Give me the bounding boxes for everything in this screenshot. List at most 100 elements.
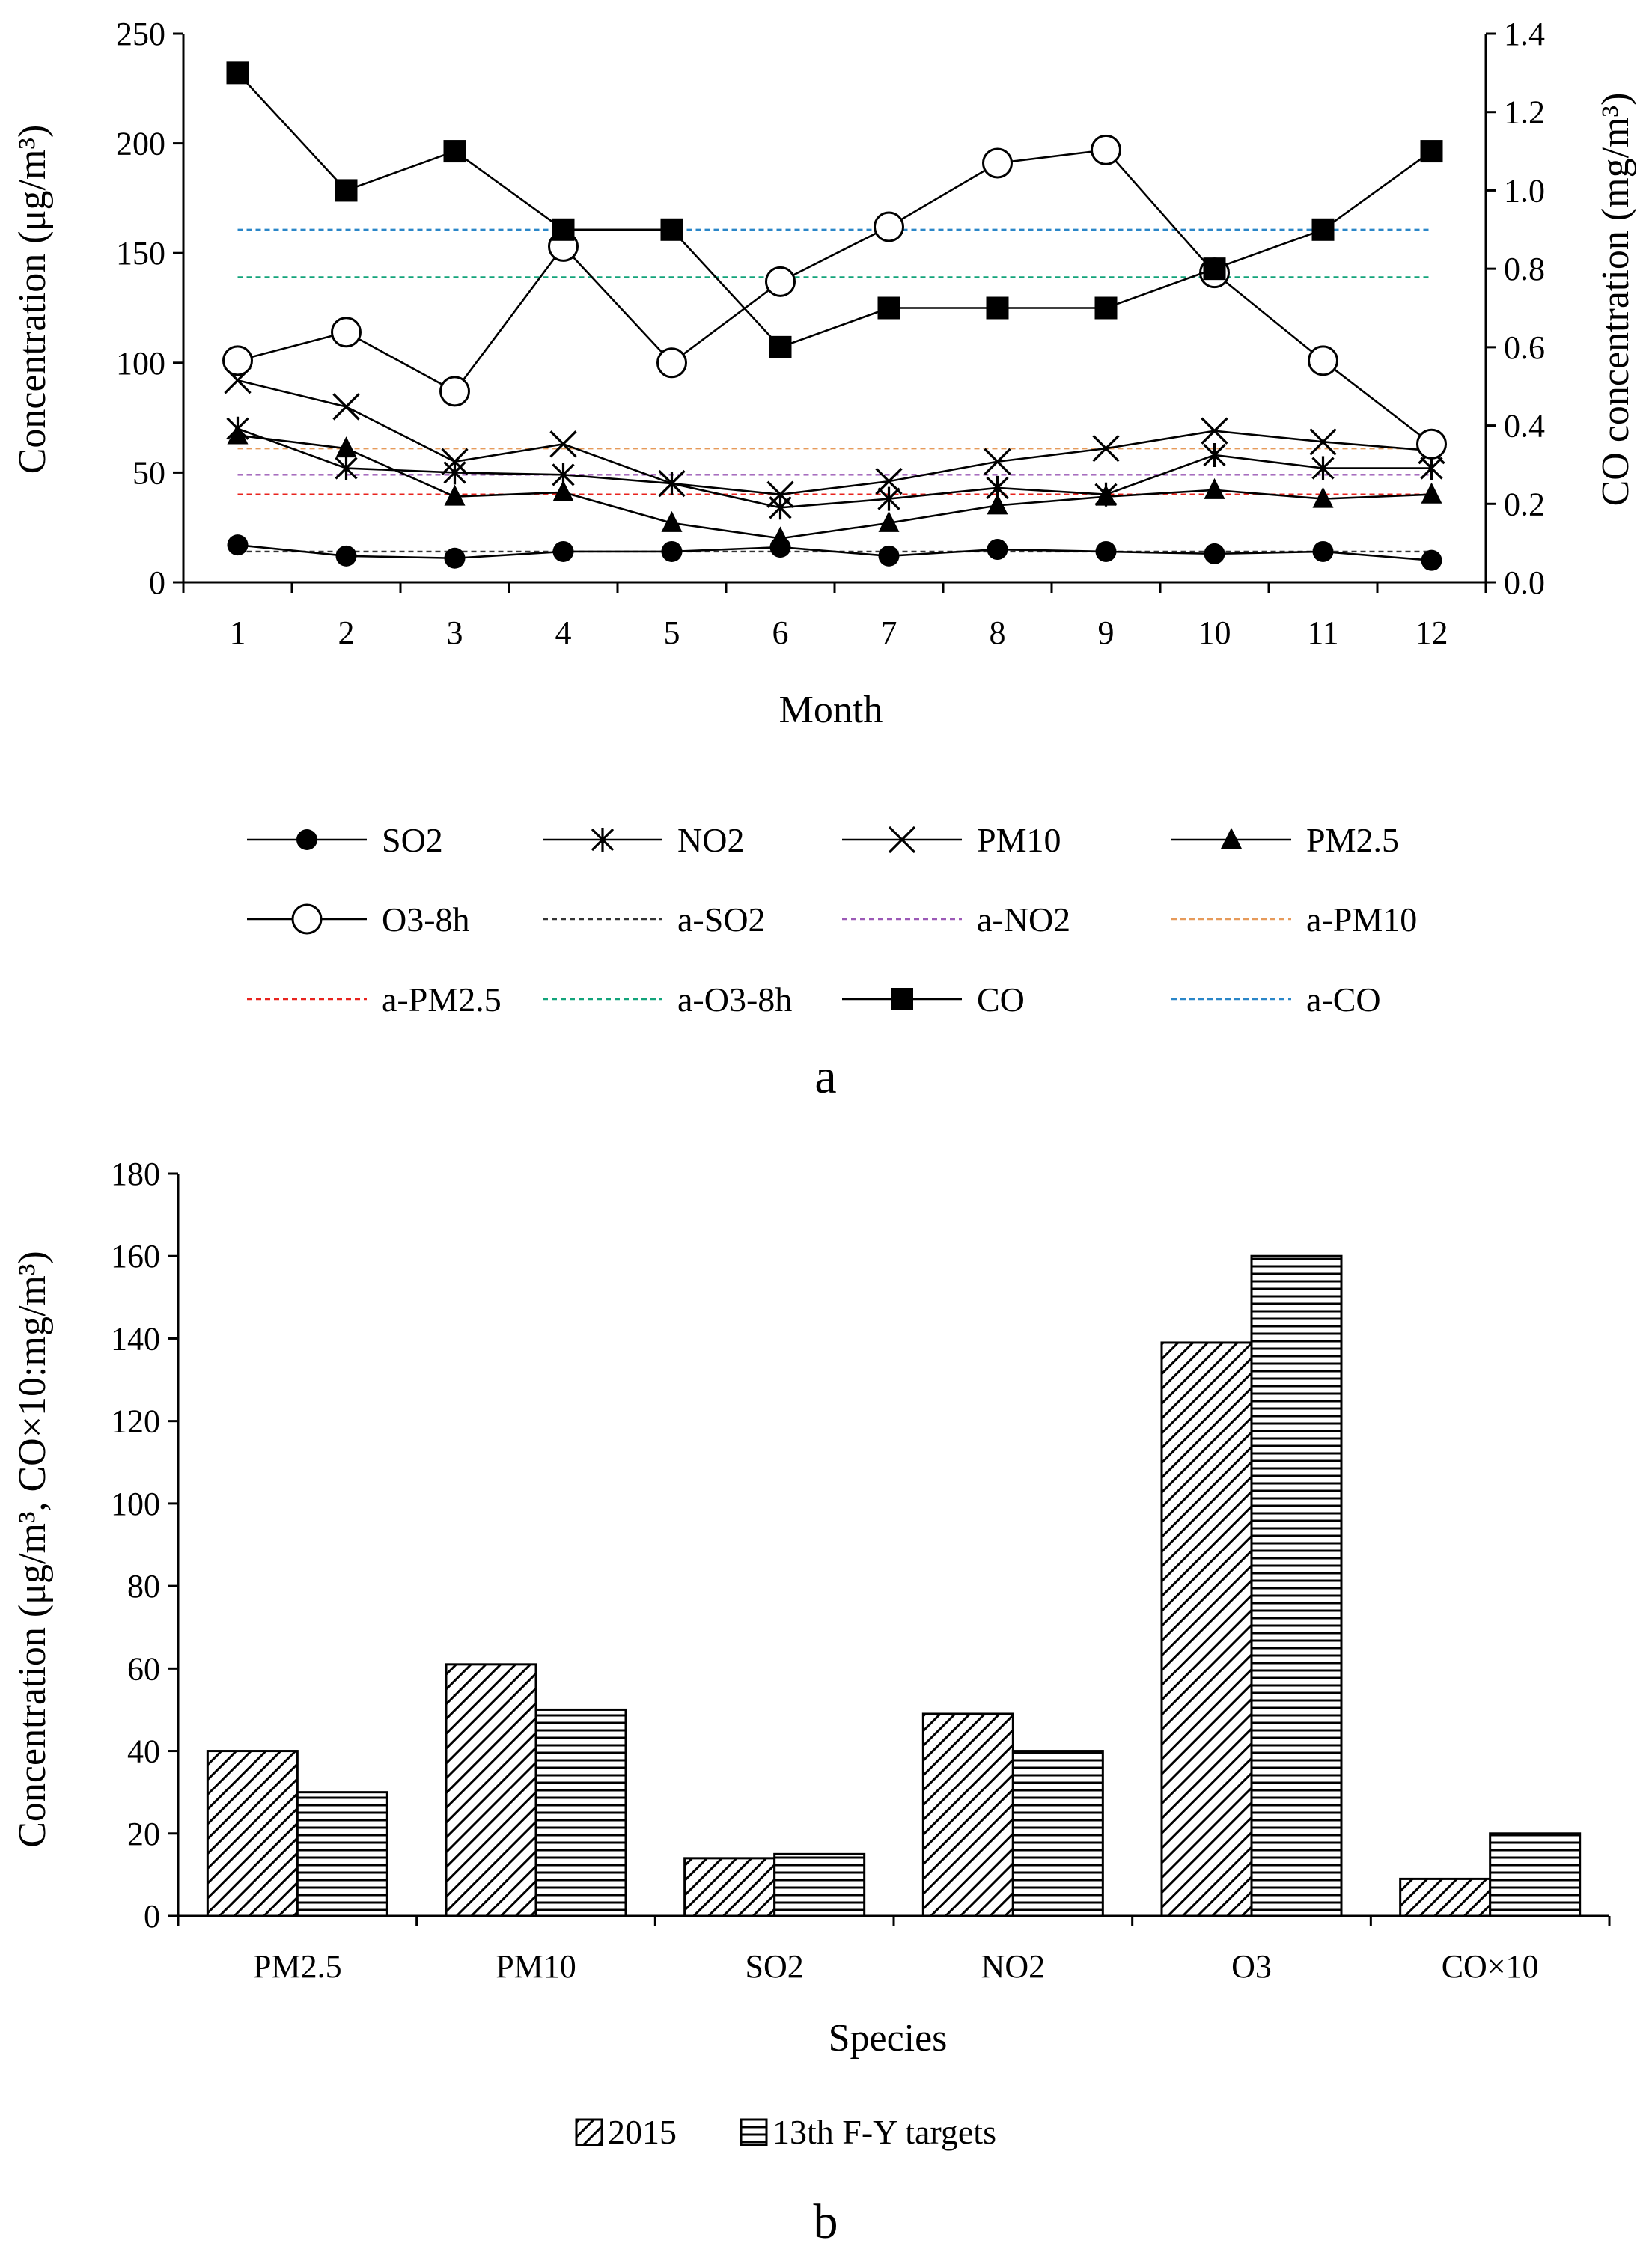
bar-13th-f-y-targets-pm2-5 bbox=[296, 1791, 388, 1917]
x-tick-label: SO2 bbox=[746, 1948, 804, 1985]
series-pm10 bbox=[224, 367, 1445, 508]
series-line-no2 bbox=[237, 427, 1432, 509]
point-pm2-5-6 bbox=[769, 526, 791, 548]
y-tick-label-left: 50 bbox=[132, 454, 165, 491]
point-pm10-8 bbox=[984, 448, 1011, 475]
panel-b-axes bbox=[168, 1172, 1611, 1926]
x-tick-label: 4 bbox=[555, 614, 572, 651]
bar-2015-o3 bbox=[1160, 1341, 1253, 1917]
x-tick-label: 9 bbox=[1098, 614, 1115, 651]
point-so2-8 bbox=[987, 539, 1008, 561]
legend-item-a-so2: a-SO2 bbox=[543, 900, 766, 939]
point-pm10-11 bbox=[1309, 428, 1337, 456]
point-pm2-5-8 bbox=[987, 493, 1008, 515]
x-tick-label: 7 bbox=[881, 614, 897, 651]
legend-item-13th-f-y-targets: 13th F-Y targets bbox=[740, 2113, 996, 2151]
y-tick-label: 100 bbox=[111, 1486, 160, 1522]
panel-b-x-tick-labels: PM2.5 PM10 SO2 NO2 O3 CO×10 bbox=[253, 1948, 1539, 1985]
legend-label-a-pm2-5: a-PM2.5 bbox=[382, 980, 502, 1019]
series-line-pm2-5 bbox=[237, 434, 1432, 540]
legend-item-a-o3-8h: a-O3-8h bbox=[543, 980, 792, 1019]
y-tick-label-right: 1.4 bbox=[1504, 16, 1545, 52]
point-so2-7 bbox=[878, 545, 900, 567]
y-tick-label-right: 0.6 bbox=[1504, 329, 1545, 366]
point-o3-8h-2 bbox=[331, 317, 362, 348]
point-pm2-5-1 bbox=[227, 423, 249, 445]
point-so2-4 bbox=[552, 540, 574, 562]
y-tick-label: 80 bbox=[127, 1568, 160, 1605]
point-pm2-5-10 bbox=[1204, 477, 1225, 499]
x-tick-label: O3 bbox=[1231, 1948, 1272, 1985]
point-so2-5 bbox=[661, 540, 683, 562]
x-tick-label: CO×10 bbox=[1442, 1948, 1539, 1985]
legend-swatch-2015 bbox=[575, 2118, 603, 2146]
y-tick-label: 20 bbox=[127, 1816, 160, 1852]
legend-label-a-no2: a-NO2 bbox=[977, 900, 1070, 939]
legend-marker-so2 bbox=[296, 829, 317, 850]
panel-a-legend: SO2 NO2 PM10 PM2.5 O3-8h a-SO2 a-NO2 a-PM10 a-PM… bbox=[247, 821, 1417, 1019]
panel-a-line-chart: 0 50 100 150 200 250 0.0 0.2 0.4 0.6 0.8 1.0 1.2 1.4… bbox=[11, 16, 1637, 1104]
legend-label-a-pm10: a-PM10 bbox=[1306, 900, 1417, 939]
legend-label-no2: NO2 bbox=[677, 821, 744, 859]
series-co bbox=[226, 61, 1443, 358]
panel-a-caption: a bbox=[814, 1049, 836, 1104]
legend-item-a-pm2-5: a-PM2.5 bbox=[247, 980, 502, 1019]
panel-a-y-axis-label-right: CO concentration (mg/m³) bbox=[1594, 93, 1637, 507]
bar-13th-f-y-targets-no2 bbox=[1011, 1750, 1104, 1917]
bar-2015-co-10 bbox=[1399, 1877, 1492, 1917]
legend-item-no2: NO2 bbox=[543, 821, 744, 859]
point-o3-8h-1 bbox=[222, 345, 253, 376]
point-pm10-5 bbox=[658, 469, 686, 498]
y-tick-label-left: 250 bbox=[116, 16, 165, 52]
panel-b-y-axis-label: Concentration (μg/m³, CO×10:mg/m³) bbox=[11, 1251, 54, 1848]
point-co-5 bbox=[660, 218, 683, 241]
panel-a-left-tick-labels: 0 50 100 150 200 250 bbox=[116, 16, 165, 601]
point-co-7 bbox=[877, 296, 900, 320]
bar-2015-no2 bbox=[921, 1712, 1014, 1917]
legend-marker-o3-8h bbox=[291, 903, 323, 935]
y-tick-label: 0 bbox=[144, 1898, 160, 1935]
legend-item-co: CO bbox=[842, 980, 1025, 1019]
point-pm10-7 bbox=[875, 467, 903, 495]
legend-label-13th-f-y-targets: 13th F-Y targets bbox=[772, 2113, 996, 2151]
x-tick-label: 11 bbox=[1307, 614, 1338, 651]
y-tick-label-right: 0.8 bbox=[1504, 251, 1545, 287]
point-so2-10 bbox=[1204, 543, 1225, 564]
point-pm2-5-12 bbox=[1421, 482, 1442, 504]
point-pm10-3 bbox=[441, 448, 469, 475]
series-pm2-5 bbox=[227, 423, 1442, 548]
y-tick-label: 60 bbox=[127, 1650, 160, 1687]
point-no2-2 bbox=[335, 456, 358, 480]
series-line-so2 bbox=[237, 543, 1432, 561]
x-tick-label: 5 bbox=[664, 614, 680, 651]
point-co-4 bbox=[552, 218, 575, 241]
point-no2-7 bbox=[877, 486, 900, 511]
bar-2015-pm10 bbox=[445, 1663, 537, 1917]
point-pm2-5-3 bbox=[444, 484, 466, 506]
point-co-2 bbox=[335, 179, 358, 202]
point-so2-11 bbox=[1312, 540, 1334, 562]
y-tick-label: 140 bbox=[111, 1320, 160, 1357]
point-o3-8h-8 bbox=[982, 147, 1013, 179]
x-tick-label: PM10 bbox=[496, 1948, 576, 1985]
legend-item-pm10: PM10 bbox=[842, 821, 1061, 859]
x-tick-label: 2 bbox=[338, 614, 355, 651]
point-so2-12 bbox=[1421, 549, 1442, 571]
legend-label-co: CO bbox=[977, 980, 1025, 1019]
y-tick-label: 40 bbox=[127, 1733, 160, 1770]
point-pm2-5-2 bbox=[335, 436, 357, 458]
point-so2-1 bbox=[227, 534, 249, 556]
panel-b-caption: b bbox=[814, 2194, 838, 2249]
point-so2-2 bbox=[335, 545, 357, 567]
point-o3-8h-6 bbox=[765, 266, 796, 297]
bar-2015-pm2-5 bbox=[206, 1750, 299, 1917]
point-so2-3 bbox=[444, 547, 466, 569]
y-tick-label-left: 0 bbox=[149, 564, 165, 601]
legend-item-a-pm10: a-PM10 bbox=[1171, 900, 1417, 939]
x-tick-label: 6 bbox=[772, 614, 789, 651]
x-tick-label: NO2 bbox=[981, 1948, 1046, 1985]
point-pm2-5-5 bbox=[661, 510, 683, 532]
point-so2-9 bbox=[1095, 540, 1117, 562]
point-o3-8h-7 bbox=[874, 211, 904, 242]
bar-13th-f-y-targets-pm10 bbox=[534, 1708, 627, 1917]
